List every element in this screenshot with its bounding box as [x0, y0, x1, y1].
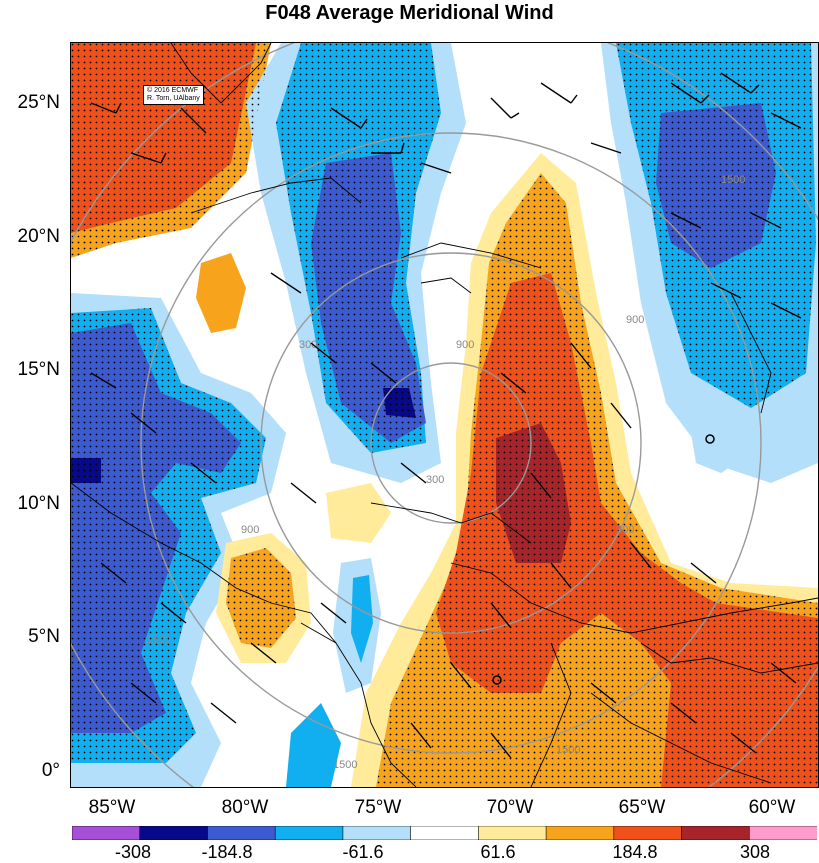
colorbar-label: 308	[739, 842, 771, 862]
colorbar-label: -61.6	[342, 842, 384, 862]
contour-label: 300	[426, 474, 444, 486]
wind-field-map: 900 300 300 900 1500 1500 1500 1500 900 …	[71, 43, 818, 787]
colorbar-swatches	[72, 826, 817, 840]
colorbar-label: 61.6	[480, 842, 516, 862]
lat-label: 0°	[41, 760, 60, 781]
contour-label: 1500	[556, 744, 580, 756]
colorbar-label: -308	[114, 842, 152, 862]
height-contours	[71, 43, 818, 787]
contour-label: 900	[626, 314, 644, 326]
lon-label: 80°W	[221, 797, 269, 818]
colorbar-swatch	[72, 826, 141, 840]
coastlines	[71, 43, 818, 787]
lat-label: 15°N	[17, 359, 60, 380]
colorbar-swatch	[274, 826, 344, 840]
colorbar-swatch	[545, 826, 615, 840]
lon-label: 70°W	[486, 797, 534, 818]
contour-label: 900	[241, 524, 259, 536]
copyright-text: © 2016 ECMWF	[147, 87, 199, 94]
lat-label: 5°N	[28, 626, 60, 647]
lon-label: 60°W	[748, 797, 796, 818]
map-panel: 900 300 300 900 1500 1500 1500 1500 900 …	[70, 42, 819, 788]
contour-label: 300	[299, 339, 317, 351]
colorbar-label: 184.8	[612, 842, 658, 862]
colorbar-swatch	[410, 826, 480, 840]
wind-barbs	[90, 72, 802, 759]
colorbar-label: -184.8	[201, 842, 253, 862]
map-title: F048 Average Meridional Wind	[265, 2, 554, 24]
credits-box: © 2016 ECMWF R. Torn, UAlbany	[143, 85, 204, 105]
colorbar-swatch	[478, 826, 547, 840]
lon-label: 65°W	[618, 797, 666, 818]
colorbar-swatch	[139, 826, 209, 840]
lat-label: 10°N	[17, 493, 60, 514]
markers	[492, 434, 715, 685]
lat-label: 20°N	[17, 226, 60, 247]
author-text: R. Torn, UAlbany	[147, 95, 200, 102]
contour-label: 900	[616, 524, 634, 536]
contour-labels: 900 300 300 900 1500 1500 1500 1500 900 …	[146, 174, 745, 771]
colorbar-swatch	[613, 826, 683, 840]
significance-stippling	[71, 43, 818, 787]
lat-label: 25°N	[17, 92, 60, 113]
lon-label: 85°W	[88, 797, 136, 818]
contour-label: 1500	[721, 174, 745, 186]
colorbar-swatch	[207, 826, 276, 840]
colorbar-swatch	[681, 826, 751, 840]
colorbar-swatch	[748, 826, 817, 840]
contour-label: 900	[456, 339, 474, 351]
colorbar	[72, 826, 817, 840]
contour-label: 1500	[146, 634, 170, 646]
colorbar-swatch	[342, 826, 412, 840]
lon-label: 75°W	[354, 797, 402, 818]
contour-label: 1500	[333, 759, 357, 771]
